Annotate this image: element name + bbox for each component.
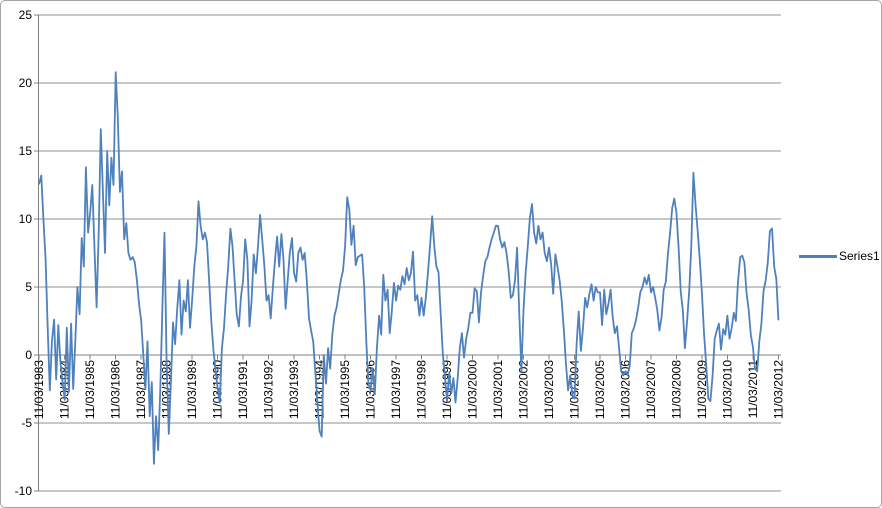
y-axis-label: -10 — [15, 484, 33, 498]
y-axis-label: 5 — [25, 280, 32, 294]
x-axis-label: 11/03/1995 — [338, 360, 352, 419]
x-axis-label: 11/03/1998 — [415, 360, 429, 419]
x-axis-label: 11/03/1991 — [236, 360, 250, 419]
legend-line-swatch — [799, 254, 837, 258]
x-axis-label: 11/03/2008 — [669, 360, 683, 419]
x-axis-label: 11/03/1986 — [109, 360, 123, 419]
x-axis-label: 11/03/2003 — [542, 360, 556, 419]
y-axis-label: 25 — [19, 8, 33, 22]
x-axis-label: 11/03/1983 — [32, 360, 46, 419]
x-axis-label: 11/03/2007 — [644, 360, 658, 419]
x-axis-label: 11/03/1993 — [287, 360, 301, 419]
x-axis-label: 11/03/2002 — [517, 360, 531, 419]
y-axis-label: -5 — [21, 416, 32, 430]
x-axis-label: 11/03/1992 — [262, 360, 276, 419]
x-axis-label: 11/03/2000 — [466, 360, 480, 419]
legend[interactable]: Series1 — [799, 249, 880, 263]
x-axis-label: 11/03/2001 — [491, 360, 505, 419]
x-axis-label: 11/03/1997 — [389, 360, 403, 419]
series-line[interactable] — [38, 71, 780, 465]
x-axis-label: 11/03/2012 — [771, 360, 785, 419]
y-axis-label: 15 — [19, 144, 33, 158]
x-axis-label: 11/03/2009 — [695, 360, 709, 419]
y-axis-label: 0 — [25, 348, 32, 362]
y-axis-label: 20 — [19, 76, 33, 90]
x-axis-label: 11/03/1989 — [185, 360, 199, 419]
x-axis-label: 11/03/2011 — [746, 360, 760, 419]
x-axis-label: 11/03/2005 — [593, 360, 607, 419]
y-axis-label: 10 — [19, 212, 33, 226]
legend-series-label: Series1 — [839, 249, 880, 263]
x-axis-label: 11/03/2010 — [720, 360, 734, 419]
x-axis-label: 11/03/1985 — [83, 360, 97, 419]
